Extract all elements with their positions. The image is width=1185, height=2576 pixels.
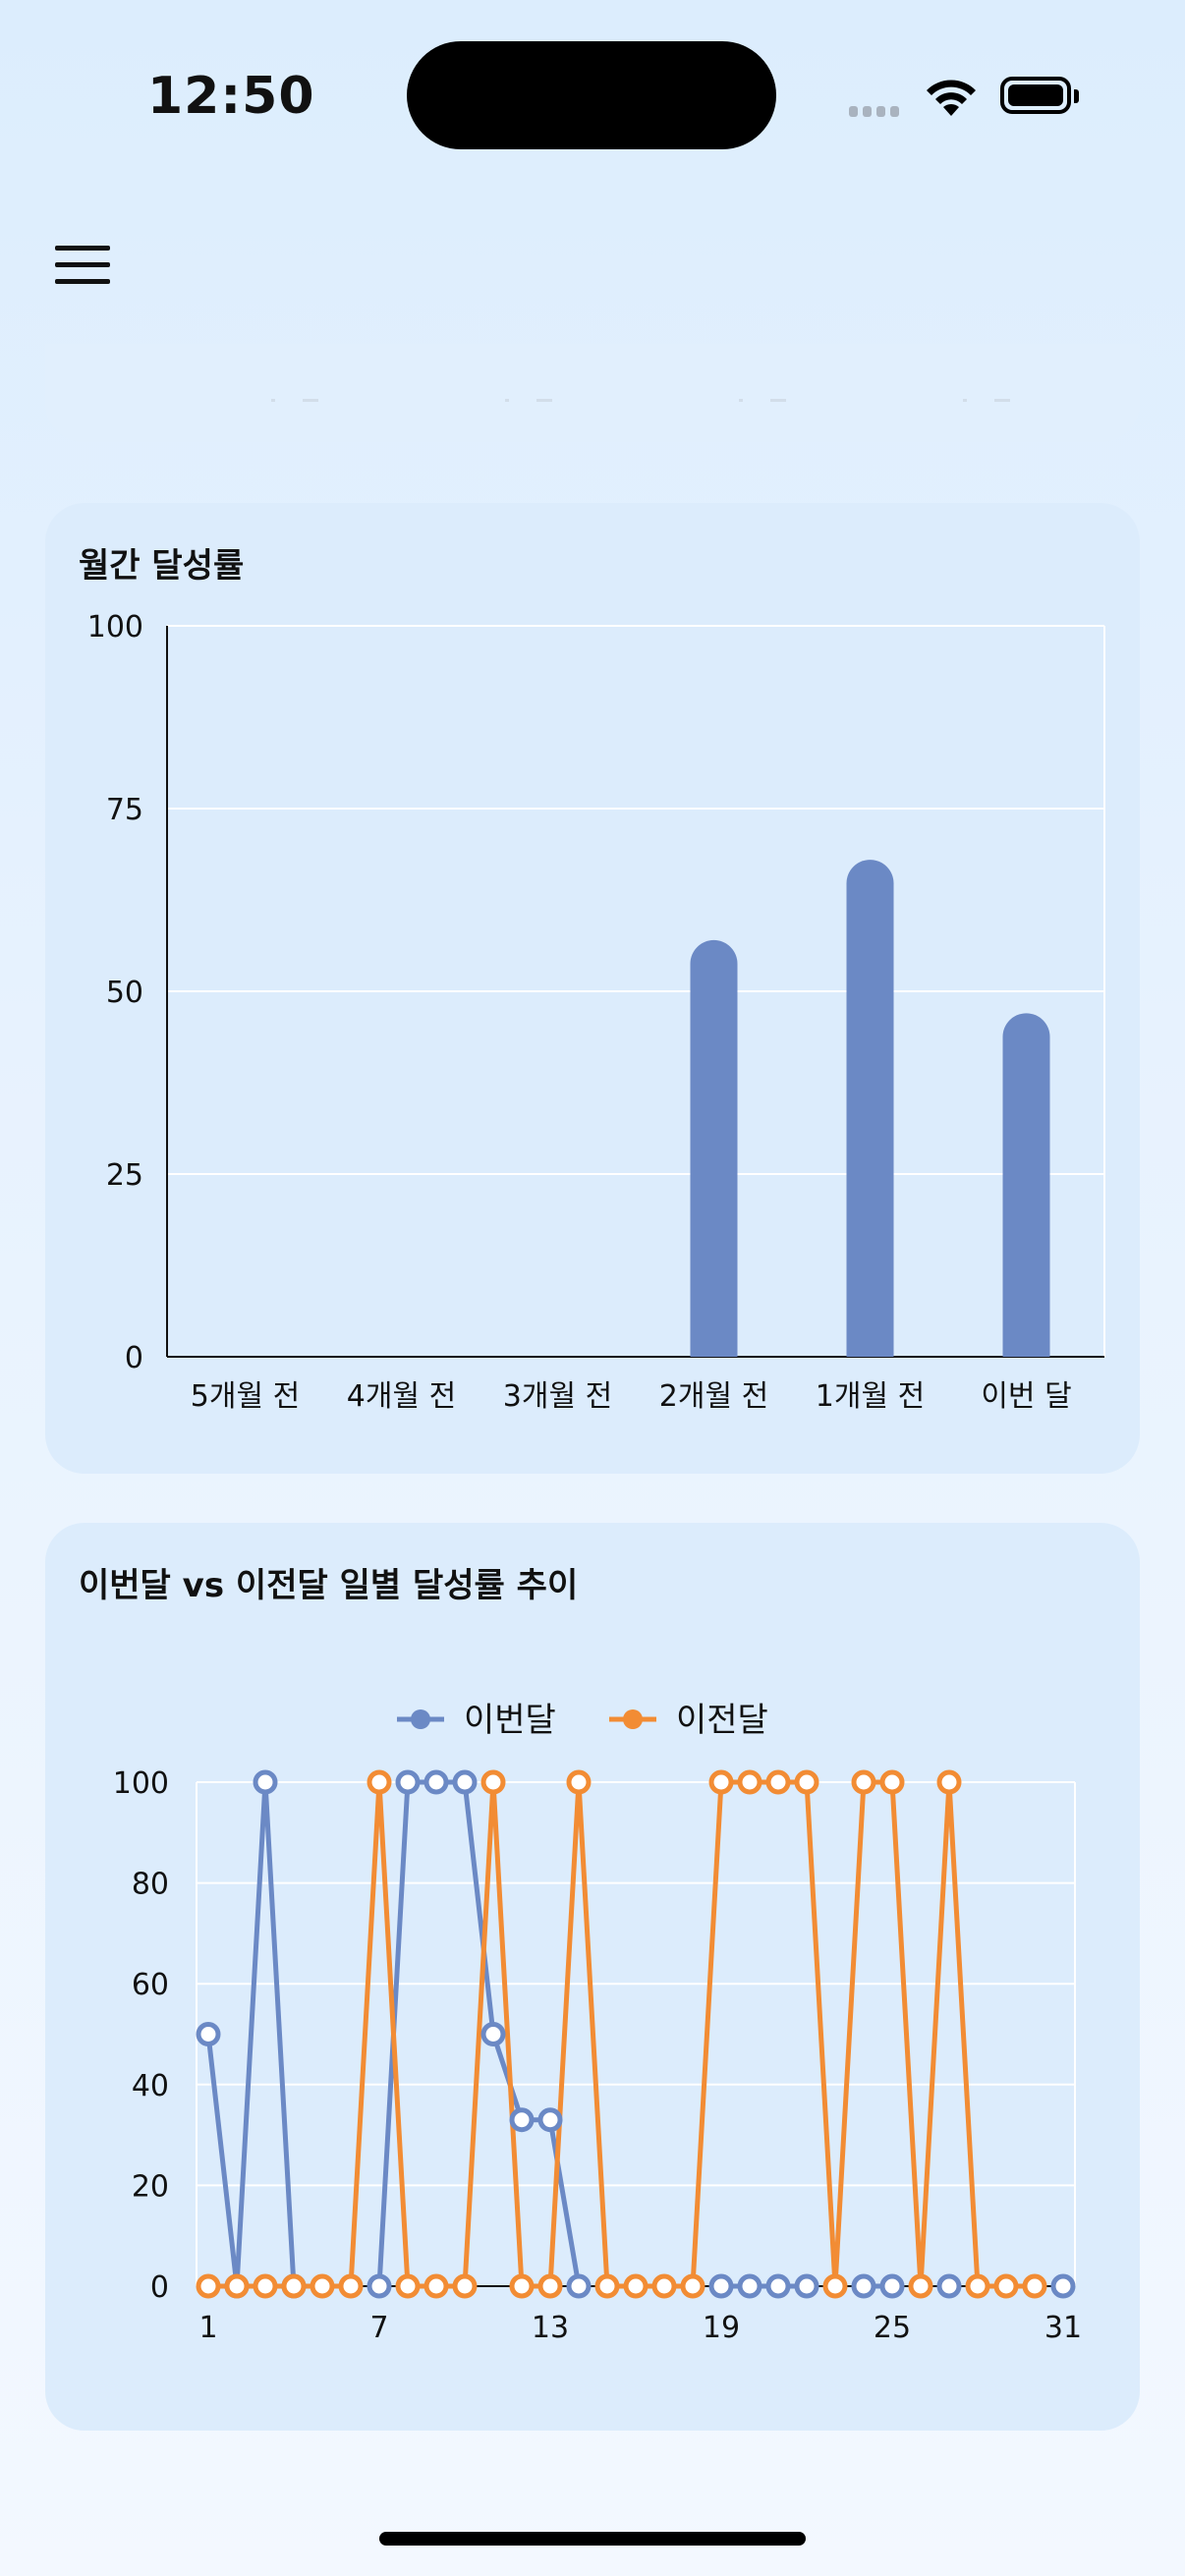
y-tick-label: 60	[132, 1968, 169, 2002]
data-point	[537, 2273, 563, 2299]
legend-swatch-marker	[411, 1709, 430, 1729]
data-point	[395, 1769, 421, 1795]
legend-label: 이전달	[676, 1701, 768, 1740]
data-point	[936, 1769, 962, 1795]
data-point	[765, 1769, 791, 1795]
data-point	[822, 2273, 848, 2299]
data-point	[594, 2273, 620, 2299]
data-point	[253, 1769, 278, 1795]
y-tick-label: 50	[106, 976, 143, 1010]
data-point	[623, 2273, 649, 2299]
data-point	[708, 1769, 734, 1795]
data-point	[537, 2107, 563, 2133]
data-point	[566, 1769, 592, 1795]
y-tick-label: 0	[125, 1341, 143, 1375]
data-point	[423, 2273, 449, 2299]
wifi-icon	[927, 80, 976, 116]
x-tick-label: 7	[369, 2311, 388, 2345]
data-point	[367, 2273, 392, 2299]
data-point	[224, 2273, 250, 2299]
data-point	[253, 2273, 278, 2299]
status-time: 12:50	[147, 67, 315, 126]
data-point	[310, 2273, 335, 2299]
previous-card-edge	[45, 344, 1140, 442]
y-tick-label: 80	[132, 1868, 169, 1902]
series-line	[208, 1779, 1035, 2289]
monthly-card-title: 월간 달성률	[79, 546, 245, 586]
y-tick-label: 25	[106, 1158, 143, 1193]
y-tick-label: 100	[113, 1766, 169, 1801]
data-point	[452, 2273, 478, 2299]
previous-card-remnant	[739, 387, 814, 402]
data-point	[993, 2273, 1019, 2299]
data-point	[480, 2022, 506, 2046]
data-point	[1022, 2273, 1047, 2299]
data-point	[965, 2273, 990, 2299]
trend-card-title: 이번달 vs 이전달 일별 달성률 추이	[79, 1566, 579, 1605]
data-point	[196, 2022, 221, 2046]
data-point	[851, 1769, 876, 1795]
daily-trend-card: 이번달 vs 이전달 일별 달성률 추이 0 20 40 60 80 100 1 7 13 19 2…	[45, 1523, 1140, 2431]
data-point	[196, 2273, 221, 2299]
monthly-bar-chart: 0 25 50 75 100 5개월 전 4개월 전 3개월 전 2개월 전 1개월 전 이번 달	[87, 610, 1105, 1414]
data-point	[737, 2273, 762, 2299]
previous-card-remnant	[505, 387, 580, 402]
data-point	[338, 2273, 364, 2299]
data-point	[452, 1769, 478, 1795]
data-point	[281, 2273, 307, 2299]
battery-icon	[1000, 77, 1079, 114]
monthly-achievement-card: 월간 달성률 0 25 50 75 100 5개월 전 4개월 전 3개월 전 2개월 전 1개월…	[45, 503, 1140, 1474]
data-point	[794, 2273, 819, 2299]
previous-card-remnant	[963, 387, 1038, 402]
data-point	[879, 1769, 905, 1795]
daily-trend-line-chart: 0 20 40 60 80 100 1 7 13 19 25 31 이번달 이전달	[113, 1701, 1082, 2345]
data-point	[651, 2273, 677, 2299]
data-point	[879, 2273, 905, 2299]
hamburger-menu-icon[interactable]	[55, 246, 110, 285]
data-point	[480, 1769, 506, 1795]
bar	[1002, 1013, 1050, 1357]
data-point	[851, 2273, 876, 2299]
x-tick-label: 4개월 전	[347, 1379, 456, 1414]
x-tick-label: 5개월 전	[191, 1379, 300, 1414]
previous-card-remnant	[271, 387, 346, 402]
x-tick-label: 13	[532, 2311, 569, 2345]
data-point	[794, 1769, 819, 1795]
data-point	[765, 2273, 791, 2299]
y-tick-label: 100	[87, 610, 143, 644]
data-point	[509, 2273, 535, 2299]
x-tick-label: 1	[198, 2311, 217, 2345]
bar	[846, 860, 894, 1357]
data-point	[566, 2273, 592, 2299]
bar	[690, 939, 738, 1357]
x-tick-label: 19	[703, 2311, 740, 2345]
data-point	[737, 1769, 762, 1795]
x-tick-label: 이번 달	[981, 1379, 1071, 1414]
data-point	[1050, 2273, 1076, 2299]
data-point	[708, 2273, 734, 2299]
x-tick-label: 25	[874, 2311, 911, 2345]
data-point	[367, 1769, 392, 1795]
data-point	[680, 2273, 705, 2299]
home-indicator	[379, 2532, 806, 2546]
data-point	[936, 2273, 962, 2299]
x-tick-label: 1개월 전	[816, 1379, 925, 1414]
data-point	[509, 2107, 535, 2133]
data-point	[908, 2273, 933, 2299]
x-tick-label: 2개월 전	[659, 1379, 768, 1414]
dynamic-island	[407, 41, 776, 149]
y-tick-label: 75	[106, 793, 143, 827]
x-tick-label: 3개월 전	[503, 1379, 612, 1414]
data-point	[395, 2273, 421, 2299]
legend-label: 이번달	[464, 1701, 556, 1740]
data-point	[423, 1769, 449, 1795]
y-tick-label: 20	[132, 2169, 169, 2204]
cellular-signal-icon	[849, 102, 904, 121]
legend-swatch-marker	[623, 1709, 643, 1729]
y-tick-label: 0	[150, 2270, 169, 2305]
x-tick-label: 31	[1044, 2311, 1082, 2345]
y-tick-label: 40	[132, 2069, 169, 2103]
